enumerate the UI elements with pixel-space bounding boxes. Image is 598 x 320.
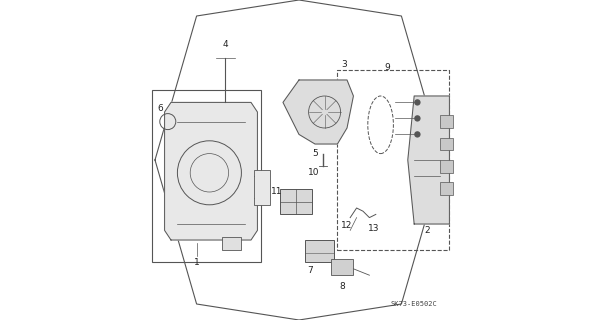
Bar [152,90,261,262]
Text: 9: 9 [384,63,390,72]
Bar [254,170,270,205]
Bar [440,115,453,128]
Text: 6: 6 [157,104,163,113]
Polygon shape [283,80,353,144]
Bar [440,182,453,195]
Circle shape [414,115,420,122]
Text: 5: 5 [312,149,318,158]
Text: 13: 13 [368,224,380,233]
Polygon shape [164,102,257,240]
Text: 11: 11 [271,188,282,196]
Circle shape [414,99,420,106]
Bar [306,240,334,262]
Text: 7: 7 [307,266,313,275]
Text: 2: 2 [424,226,430,235]
Text: 4: 4 [222,40,228,49]
Bar [331,259,353,275]
Bar [222,237,242,250]
Text: SK73-E0502C: SK73-E0502C [391,301,438,307]
Text: 3: 3 [341,60,347,68]
Polygon shape [408,96,450,224]
Bar [280,189,312,214]
Circle shape [414,131,420,138]
Text: 10: 10 [307,168,319,177]
Bar [440,138,453,150]
Bar [337,70,450,250]
Text: 12: 12 [341,221,352,230]
Text: 8: 8 [339,282,345,291]
Bar [440,160,453,173]
Text: 1: 1 [194,258,200,267]
